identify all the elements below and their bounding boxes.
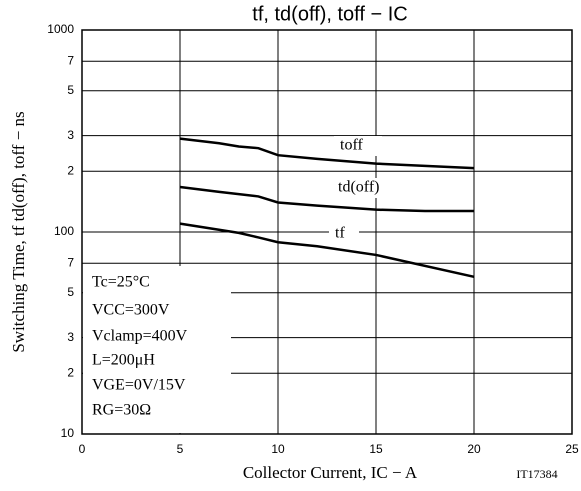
annotation: Vclamp=400V <box>92 328 188 345</box>
annotation: VGE=0V/15V <box>92 377 186 394</box>
x-tick-label: 25 <box>565 442 579 456</box>
series-label: toff <box>340 137 363 154</box>
y-tick-label: 100 <box>54 224 74 238</box>
series-line <box>179 185 474 213</box>
series-label: td(off) <box>338 179 379 196</box>
series-label-bg <box>329 224 359 244</box>
annotation: L=200μH <box>92 352 155 369</box>
x-axis-label: Collector Current, IC − A <box>243 463 418 482</box>
series-label-bg <box>332 178 407 198</box>
annotation: RG=30Ω <box>92 402 151 419</box>
x-tick-label: 0 <box>79 442 86 456</box>
series-label-bg <box>334 136 382 156</box>
x-tick-label: 15 <box>369 442 383 456</box>
annotation-box <box>83 266 231 433</box>
annotation: VCC=300V <box>92 302 170 319</box>
figure-id: IT17384 <box>516 467 557 481</box>
x-tick-label: 5 <box>177 442 184 456</box>
y-tick-label: 2 <box>67 163 74 177</box>
x-tick-label: 10 <box>271 442 285 456</box>
y-tick-label: 3 <box>67 128 74 142</box>
y-tick-label: 1000 <box>47 22 74 36</box>
y-tick-label: 5 <box>67 83 74 97</box>
y-tick-label: 7 <box>67 255 74 269</box>
y-tick-label: 2 <box>67 365 74 379</box>
x-tick-label: 20 <box>467 442 481 456</box>
y-tick-label: 5 <box>67 285 74 299</box>
annotation: Tc=25°C <box>92 274 150 291</box>
y-tick-label: 7 <box>67 53 74 67</box>
y-axis-label: Switching Time, tf td(off), toff − ns <box>9 111 28 352</box>
y-tick-label: 10 <box>61 426 75 440</box>
series-line <box>179 222 475 279</box>
y-tick-label: 3 <box>67 330 74 344</box>
series-line <box>179 137 475 170</box>
chart-title: tf, td(off), toff − IC <box>252 3 407 25</box>
series-label: tf <box>335 225 345 242</box>
plot-frame <box>81 29 573 435</box>
